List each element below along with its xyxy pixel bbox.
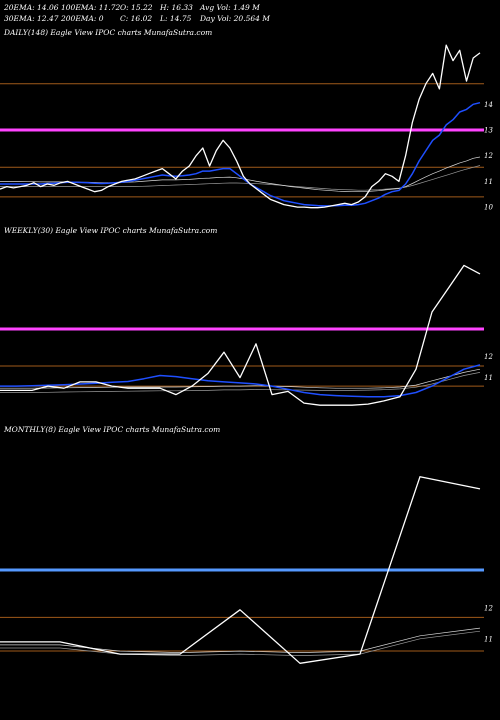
- stat-high: H: 16.33: [160, 3, 193, 12]
- monthly-panel-title: MONTHLY(8) Eagle View IPOC charts Munafa…: [4, 425, 221, 434]
- daily-ytick-label: 14: [484, 101, 493, 109]
- daily-ytick-label: 13: [484, 127, 493, 135]
- monthly-avg2-line: [0, 630, 481, 656]
- monthly-avg-line: [0, 627, 481, 653]
- daily-ytick-label: 10: [484, 204, 493, 212]
- stat-ema20: 20EMA: 14.06: [4, 3, 59, 12]
- stat-ema200: 200EMA: 0: [61, 14, 104, 23]
- stat-day-vol: Day Vol: 20.564 M: [200, 14, 270, 23]
- weekly-avg-line: [0, 368, 481, 389]
- weekly-price-line: [0, 264, 481, 406]
- daily-panel-title: DAILY(148) Eagle View IPOC charts Munafa…: [4, 28, 213, 37]
- monthly-ytick-label: 11: [484, 635, 493, 643]
- stat-ema100: 100EMA: 11.72: [61, 3, 121, 12]
- weekly-panel-title: WEEKLY(30) Eagle View IPOC charts Munafa…: [4, 226, 218, 235]
- monthly-ytick-label: 12: [484, 605, 493, 613]
- daily-ema-line: [0, 101, 481, 207]
- daily-price-line: [0, 44, 481, 209]
- monthly-price-line: [0, 476, 481, 664]
- daily-ytick-label: 12: [484, 152, 493, 160]
- stat-avg-vol: Avg Vol: 1.49 M: [200, 3, 260, 12]
- stat-low: L: 14.75: [160, 14, 192, 23]
- stat-close: C: 16.02: [120, 14, 153, 23]
- weekly-ytick-label: 11: [484, 374, 493, 382]
- weekly-avg2-line: [0, 372, 481, 393]
- daily-ytick-label: 11: [484, 178, 493, 186]
- weekly-ytick-label: 12: [484, 353, 493, 361]
- stat-ema30: 30EMA: 12.47: [4, 14, 59, 23]
- stat-open: O: 15.22: [120, 3, 153, 12]
